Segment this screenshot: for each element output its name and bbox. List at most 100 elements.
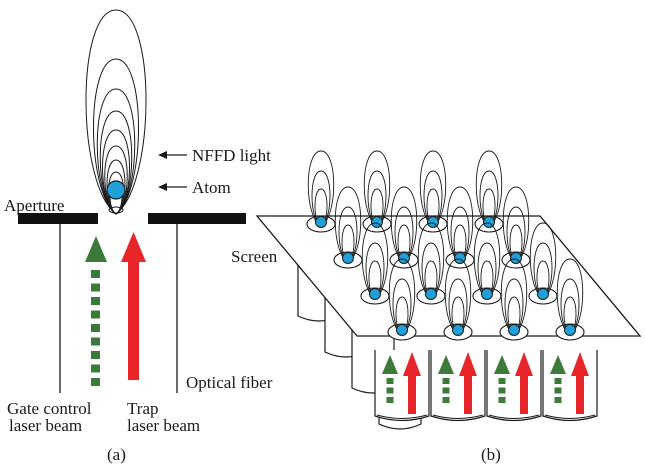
optical-fiber-label: Optical fiber <box>186 373 273 392</box>
trap-beam-shaft <box>464 374 472 414</box>
trap-beam-shaft <box>128 259 139 380</box>
site-contour-0 <box>334 186 362 264</box>
fiber-cylinder-base <box>488 414 540 419</box>
site-contour-2 <box>482 188 496 228</box>
site-contour-2 <box>395 296 409 336</box>
gate-control-label-line1: Gate control <box>7 399 92 418</box>
gate-beam-dash <box>91 337 100 346</box>
front-fiber-3 <box>542 350 598 422</box>
site-contour-2 <box>314 188 328 228</box>
front-fiber-0 <box>374 350 430 422</box>
panel-b: Screen (b) <box>231 150 642 464</box>
fiber-cylinder-front <box>374 350 430 422</box>
trap-site <box>333 186 363 269</box>
site-contour-1 <box>506 206 526 264</box>
front-fiber-2 <box>486 350 542 422</box>
trap-beam-arrowhead <box>571 352 589 376</box>
gate-beam-dash <box>91 351 100 359</box>
gate-beam-dash <box>498 387 506 394</box>
site-contour-0 <box>419 150 447 228</box>
atom-icon <box>342 252 354 264</box>
site-contour-2 <box>341 224 355 264</box>
site-contour-1 <box>394 206 414 264</box>
site-contour-1 <box>365 242 385 300</box>
site-contour-0 <box>417 222 445 300</box>
site-contour-0 <box>473 222 501 300</box>
site-contour-2 <box>397 224 411 264</box>
site-contour-0 <box>500 258 528 336</box>
nffd-contour-4 <box>102 129 130 215</box>
site-contour-2 <box>424 260 438 300</box>
gate-beam-dash <box>442 397 450 403</box>
screen-plane <box>255 215 642 337</box>
atom-pointer-arrowhead <box>158 183 167 191</box>
fiber-cylinder-front <box>486 350 542 422</box>
site-contour-2 <box>368 260 382 300</box>
gate-beam-dash <box>554 397 562 403</box>
trap-site <box>555 258 585 341</box>
gate-beam-dash <box>442 387 450 394</box>
near-field-spot <box>108 206 124 214</box>
trap-site <box>360 222 390 305</box>
site-contour-0 <box>390 186 418 264</box>
site-contour-0 <box>361 222 389 300</box>
trap-sites <box>306 150 585 341</box>
site-contour-1 <box>477 242 497 300</box>
nffd-light-contours <box>85 9 147 215</box>
fiber-cylinder-base <box>376 414 428 419</box>
gate-control-beam <box>85 236 107 386</box>
trap-site <box>418 150 448 233</box>
trap-site <box>416 222 446 305</box>
atom-icon <box>508 324 520 336</box>
trap-site <box>499 258 529 341</box>
atom-icon <box>452 324 464 336</box>
fiber-cylinder-base <box>544 414 596 419</box>
gate-beam-dash <box>91 324 100 332</box>
site-contour-1 <box>338 206 358 264</box>
trap-label-line1: Trap <box>127 399 159 418</box>
site-contour-1 <box>448 278 468 336</box>
site-contour-2 <box>451 296 465 336</box>
gate-control-label-line2: laser beam <box>9 416 82 435</box>
gate-beam-dash <box>91 310 100 319</box>
nffd-contour-5 <box>104 145 128 215</box>
site-contour-1 <box>560 278 580 336</box>
gate-beam-dash <box>91 283 100 292</box>
atom-icon <box>369 288 381 300</box>
trap-beam-arrowhead <box>403 352 421 376</box>
trap-site <box>528 222 558 305</box>
site-contour-2 <box>370 188 384 228</box>
site-contour-1 <box>367 170 387 228</box>
gate-beam-dash <box>91 270 100 278</box>
atom-icon <box>425 288 437 300</box>
screen-label: Screen <box>231 247 278 266</box>
gate-beam-arrowhead <box>85 236 107 262</box>
aperture-left-bar <box>18 213 98 224</box>
site-contour-0 <box>388 258 416 336</box>
gate-beam-dash <box>554 378 562 384</box>
fiber-cylinder-front <box>542 350 598 422</box>
site-contour-2 <box>509 224 523 264</box>
nffd-contour-7 <box>108 171 124 215</box>
gate-beam-arrowhead <box>550 355 566 374</box>
gate-beam-arrowhead <box>438 355 454 374</box>
trap-beam-shaft <box>520 374 528 414</box>
site-contour-1 <box>533 242 553 300</box>
atom-label: Atom <box>192 178 231 197</box>
site-contour-1 <box>311 170 331 228</box>
gate-beam-dash <box>386 378 394 384</box>
aperture-right-bar <box>148 213 246 224</box>
site-contour-2 <box>453 224 467 264</box>
nffd-light-label: NFFD light <box>192 146 271 165</box>
atom-icon <box>106 180 126 200</box>
trap-beam-arrowhead <box>515 352 533 376</box>
gate-beam-dash <box>91 378 100 386</box>
atom-icon <box>481 288 493 300</box>
fiber-cylinder-base <box>432 414 484 419</box>
aperture-label: Aperture <box>4 196 64 215</box>
trap-beam-shaft <box>576 374 584 414</box>
site-contour-0 <box>556 258 584 336</box>
gate-beam-dash <box>91 297 100 305</box>
fiber-cylinder-front <box>430 350 486 422</box>
